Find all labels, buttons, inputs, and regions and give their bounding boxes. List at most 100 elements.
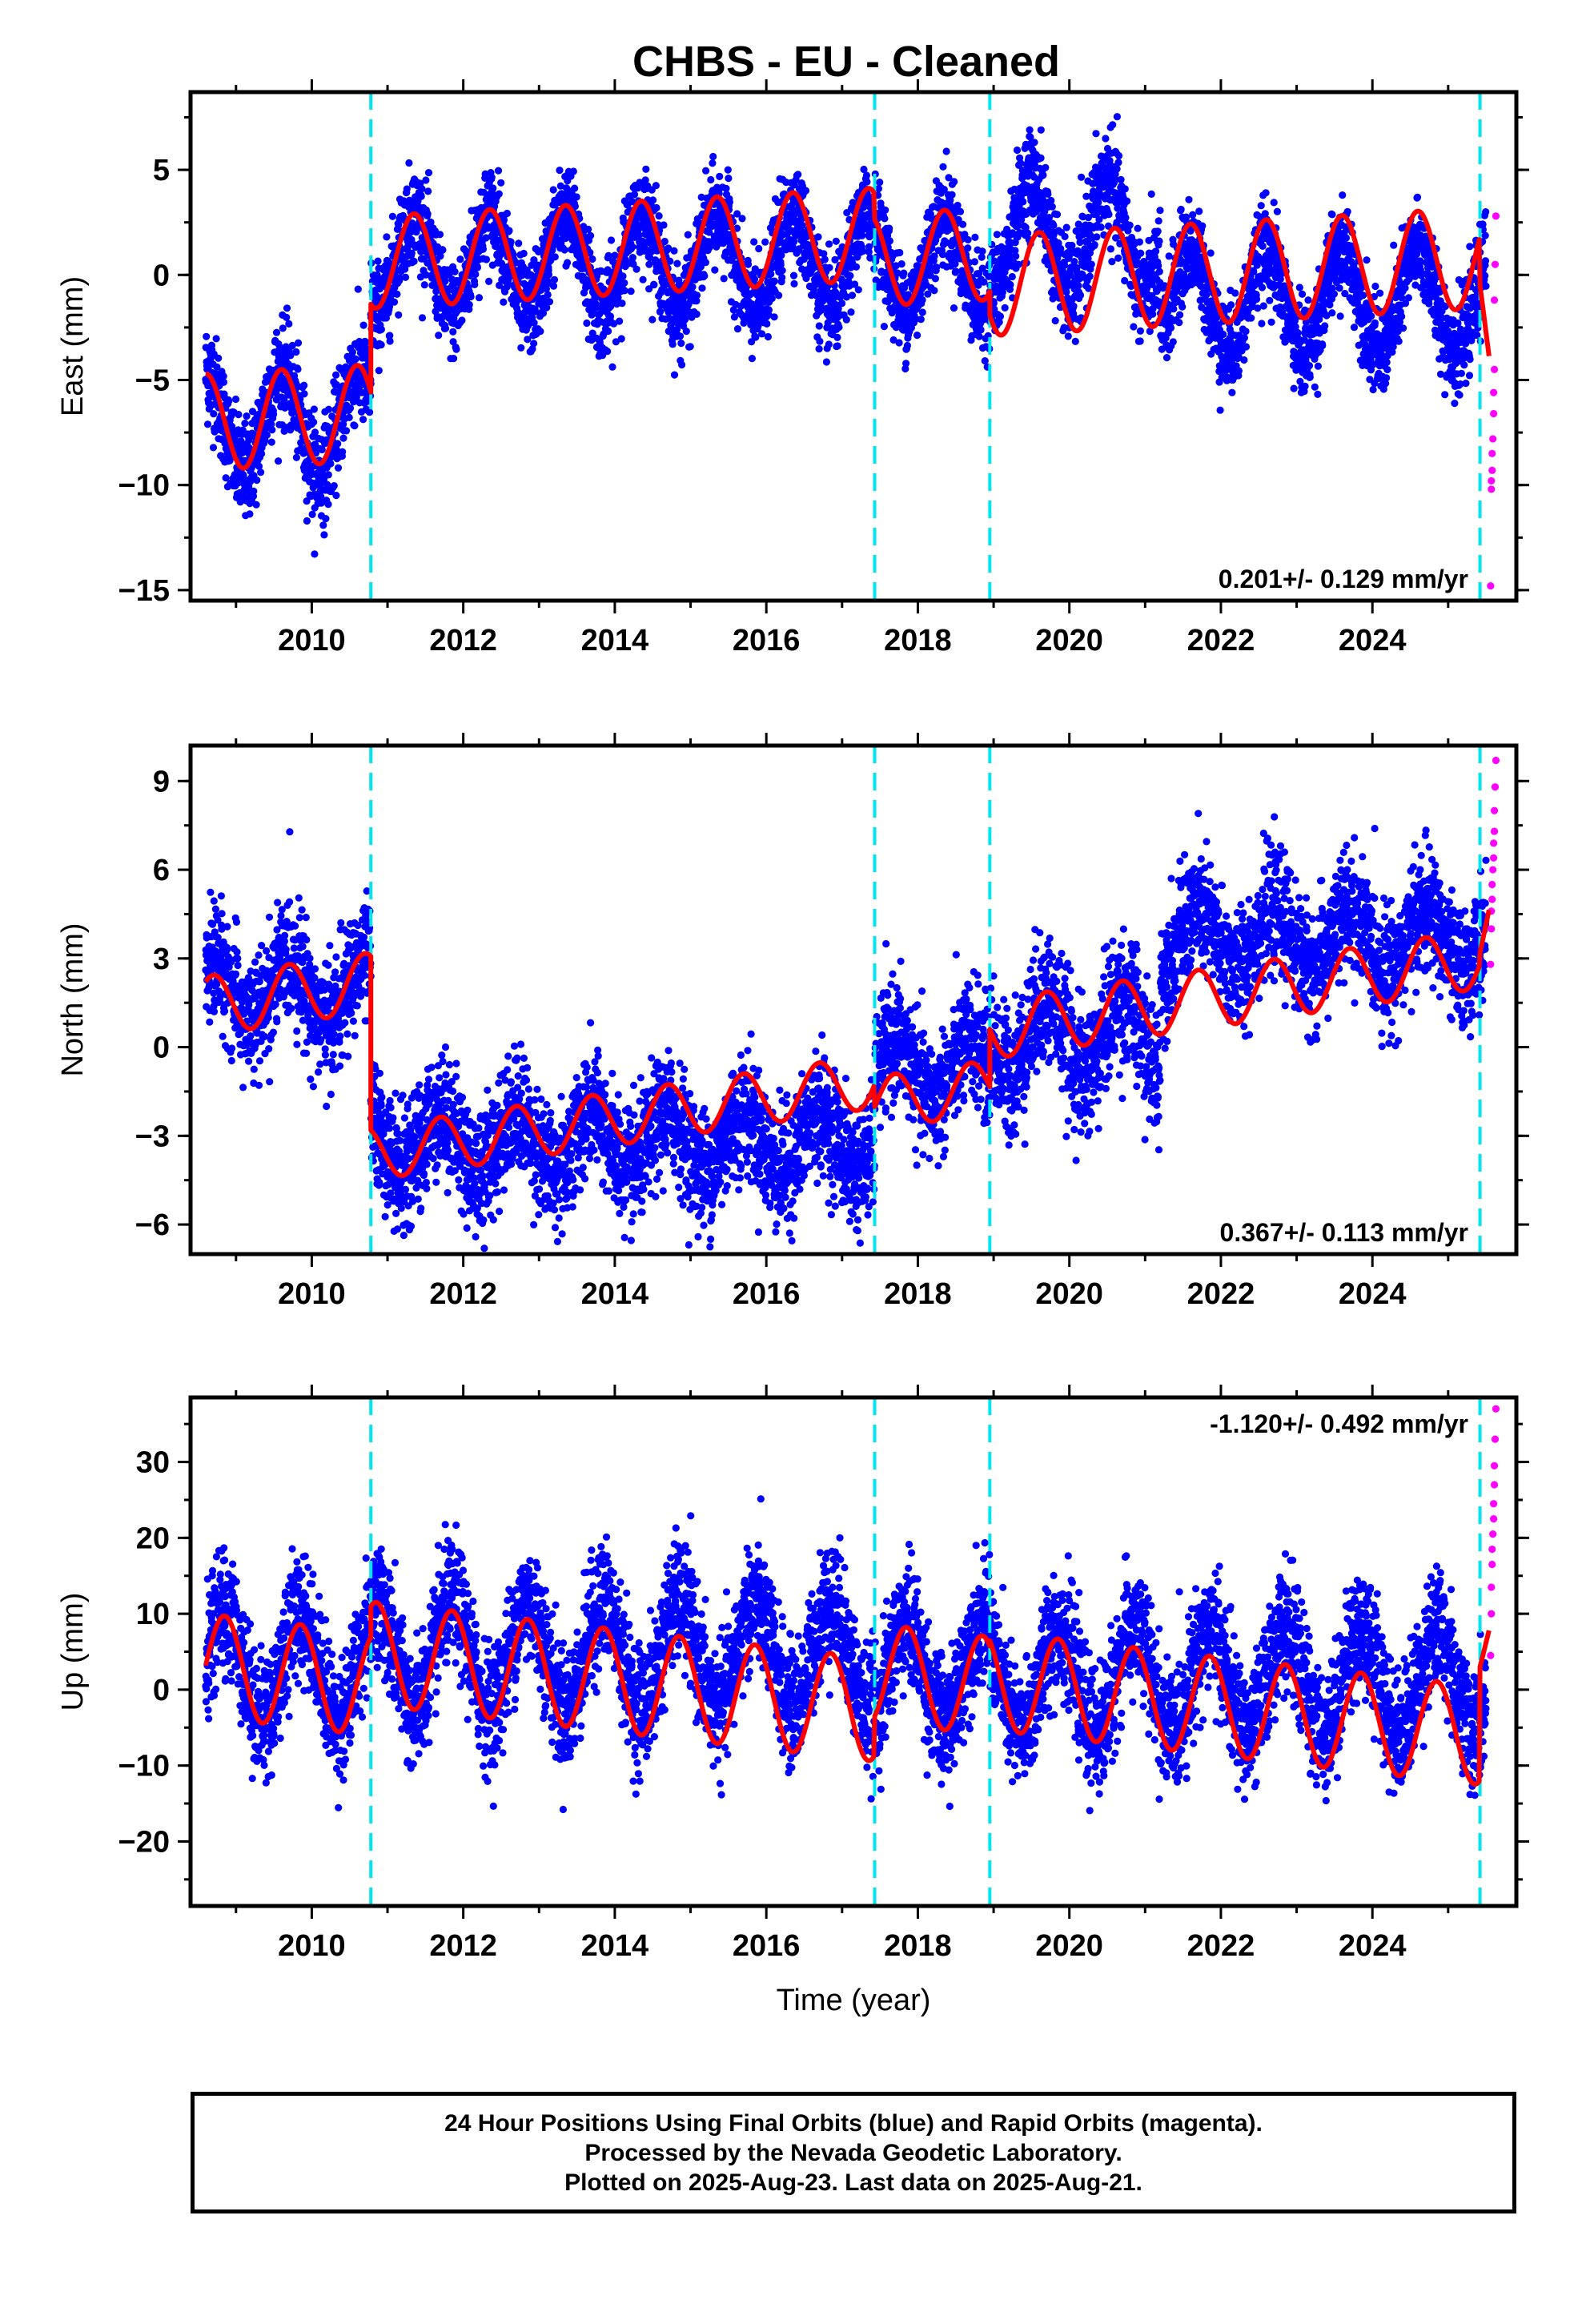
data-point [607, 236, 616, 244]
data-point [495, 190, 503, 198]
data-point [543, 304, 551, 312]
data-point [1086, 272, 1094, 280]
data-point [681, 316, 689, 324]
data-point [846, 271, 854, 279]
data-point [854, 286, 862, 294]
data-point [294, 365, 302, 373]
data-point [628, 254, 637, 262]
data-point [524, 322, 532, 330]
data-point [1199, 222, 1207, 230]
data-point [390, 298, 399, 306]
plot-area [202, 92, 1500, 601]
data-point [939, 163, 947, 171]
data-point [494, 167, 503, 175]
data-point [212, 335, 220, 343]
data-point [475, 294, 484, 302]
data-point [1001, 304, 1009, 312]
data-point [210, 410, 218, 418]
data-point [322, 515, 330, 523]
data-point [267, 420, 275, 428]
data-point [327, 460, 335, 468]
data-point [1047, 196, 1055, 205]
data-point [617, 335, 625, 343]
data-point [1042, 163, 1050, 171]
data-point [842, 293, 851, 301]
data-point [761, 238, 769, 246]
data-point [774, 239, 782, 247]
data-point [1062, 287, 1070, 296]
data-point [834, 304, 842, 313]
data-point [980, 278, 988, 286]
data-point [560, 246, 568, 254]
data-point [893, 269, 901, 277]
data-point [852, 263, 861, 271]
data-point [650, 281, 658, 289]
data-point [422, 271, 430, 279]
data-point [441, 324, 450, 332]
data-point [666, 257, 674, 265]
data-point [951, 259, 959, 268]
data-point [424, 169, 433, 177]
data-point [317, 493, 325, 501]
data-point [1108, 258, 1116, 266]
data-point [405, 159, 413, 167]
data-point [876, 179, 884, 187]
data-point [272, 328, 281, 336]
data-point [318, 445, 326, 454]
data-point [993, 231, 1001, 239]
data-point [1070, 302, 1078, 310]
data-point [359, 416, 367, 424]
data-point [485, 277, 493, 285]
data-point [503, 209, 512, 218]
data-point [669, 340, 677, 348]
data-point [1216, 406, 1224, 414]
data-point [701, 259, 710, 267]
data-point [1235, 367, 1243, 375]
data-point [639, 275, 647, 283]
data-point [831, 255, 839, 263]
data-point [480, 188, 488, 196]
data-point [750, 275, 759, 283]
data-point [860, 165, 868, 174]
data-point [1090, 241, 1098, 249]
data-point [213, 363, 221, 371]
data-point [330, 482, 338, 490]
data-point [332, 492, 340, 500]
data-point [1109, 121, 1117, 129]
data-point [789, 271, 798, 279]
data-point [258, 449, 266, 458]
data-point [401, 265, 409, 273]
data-point [798, 221, 806, 229]
data-point [395, 221, 403, 229]
data-point [343, 427, 351, 435]
data-point [1137, 249, 1145, 257]
data-point [482, 255, 491, 263]
data-point [386, 337, 394, 345]
data-point [901, 364, 909, 373]
data-point [239, 426, 247, 434]
data-point [418, 185, 426, 193]
data-point [388, 212, 396, 220]
data-point [632, 265, 640, 273]
data-point [1178, 303, 1186, 311]
data-point [471, 280, 479, 288]
data-point [267, 438, 275, 446]
data-point [545, 298, 554, 306]
data-point [610, 320, 618, 328]
data-point [1130, 323, 1138, 331]
data-point [652, 203, 661, 212]
data-point [1155, 237, 1163, 245]
data-point [1114, 151, 1123, 160]
data-point [270, 410, 278, 418]
data-point [815, 345, 823, 353]
data-point [435, 332, 443, 340]
data-point [1019, 198, 1027, 206]
data-point [403, 185, 411, 193]
data-point [1152, 247, 1160, 255]
data-point [918, 308, 926, 316]
data-point [897, 260, 905, 268]
data-point [863, 178, 871, 186]
data-point [709, 159, 717, 167]
data-point [472, 270, 480, 279]
data-point [924, 290, 932, 298]
